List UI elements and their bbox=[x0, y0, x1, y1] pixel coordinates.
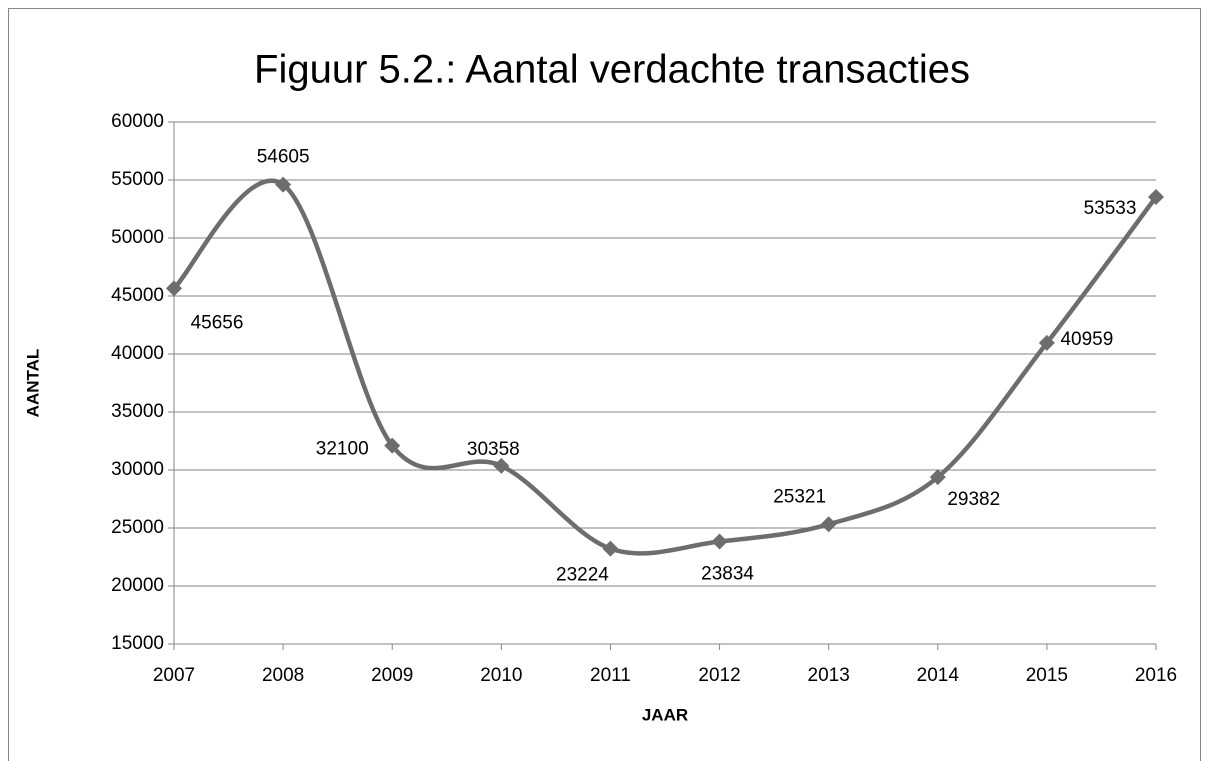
data-label: 45656 bbox=[191, 312, 244, 333]
y-axis-label: AANTAL bbox=[23, 349, 42, 418]
x-tick-label: 2014 bbox=[917, 665, 960, 686]
data-label: 54605 bbox=[257, 147, 310, 168]
x-tick-label: 2008 bbox=[262, 665, 304, 686]
y-tick-label: 55000 bbox=[111, 169, 164, 190]
x-tick-label: 2012 bbox=[698, 665, 740, 686]
y-tick-label: 60000 bbox=[111, 111, 164, 132]
data-label: 23834 bbox=[701, 564, 754, 585]
data-label: 32100 bbox=[316, 439, 369, 460]
data-label: 29382 bbox=[947, 489, 1000, 510]
marker bbox=[275, 176, 292, 193]
y-tick-label: 25000 bbox=[111, 517, 164, 538]
marker bbox=[493, 457, 510, 474]
x-tick-label: 2011 bbox=[590, 665, 631, 686]
x-tick-label: 2013 bbox=[808, 665, 850, 686]
x-tick-label: 2010 bbox=[480, 665, 522, 686]
x-tick-label: 2016 bbox=[1135, 665, 1177, 686]
chart-frame bbox=[8, 8, 1201, 761]
chart-title: Figuur 5.2.: Aantal verdachte transactie… bbox=[254, 48, 970, 92]
x-tick-label: 2009 bbox=[371, 665, 413, 686]
x-axis-label: JAAR bbox=[642, 705, 688, 724]
x-tick-label: 2015 bbox=[1026, 665, 1068, 686]
data-label: 53533 bbox=[1084, 198, 1137, 219]
series-line bbox=[172, 178, 1158, 556]
y-tick-label: 40000 bbox=[111, 343, 164, 364]
x-tick-label: 2007 bbox=[153, 665, 195, 686]
marker bbox=[1038, 334, 1055, 351]
marker bbox=[711, 533, 728, 550]
y-tick-label: 30000 bbox=[111, 459, 164, 480]
y-tick-label: 50000 bbox=[111, 227, 164, 248]
y-tick-label: 20000 bbox=[111, 575, 164, 596]
y-tick-label: 45000 bbox=[111, 285, 164, 306]
marker bbox=[1148, 189, 1164, 206]
marker bbox=[166, 280, 182, 297]
marker bbox=[602, 540, 619, 557]
marker bbox=[820, 516, 837, 533]
data-label: 30358 bbox=[467, 439, 520, 460]
y-tick-label: 15000 bbox=[111, 633, 164, 654]
marker bbox=[929, 469, 946, 486]
marker bbox=[384, 437, 401, 454]
data-label: 40959 bbox=[1060, 329, 1113, 350]
y-tick-label: 35000 bbox=[111, 401, 164, 422]
data-label: 23224 bbox=[556, 565, 609, 586]
data-label: 25321 bbox=[773, 486, 826, 507]
